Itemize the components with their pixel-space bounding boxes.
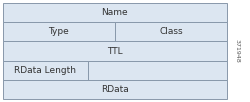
Bar [114, 22, 226, 41]
Bar [88, 61, 226, 80]
Text: TTL: TTL [106, 47, 122, 55]
Text: Type: Type [48, 27, 69, 36]
Bar [2, 61, 87, 80]
Text: 371948: 371948 [234, 39, 239, 63]
Bar [2, 41, 226, 61]
Text: RData: RData [100, 85, 128, 94]
Text: Name: Name [101, 8, 128, 17]
Bar [2, 80, 226, 99]
Text: Class: Class [158, 27, 182, 36]
Bar [2, 3, 226, 22]
Bar [2, 22, 114, 41]
Text: RData Length: RData Length [14, 66, 76, 75]
